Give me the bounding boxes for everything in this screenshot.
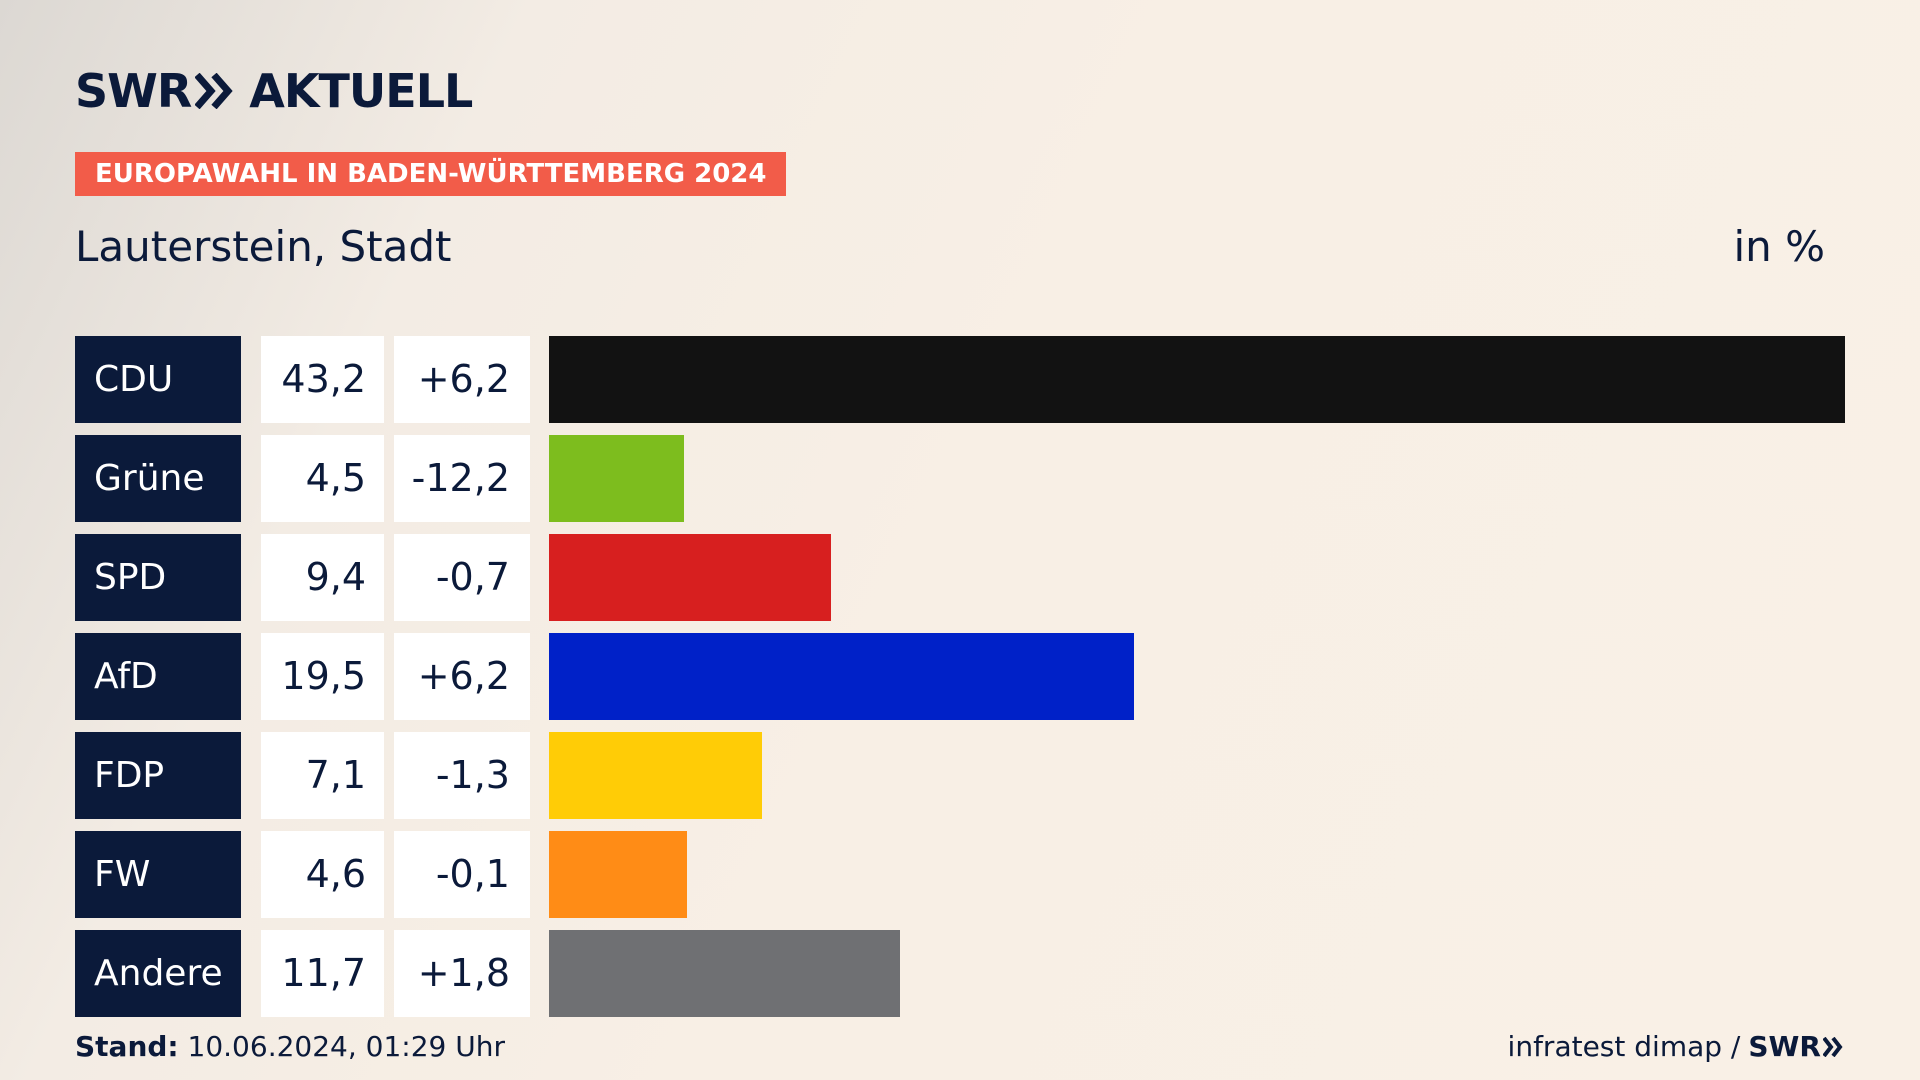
swr-aktuell-logo: SWR AKTUELL xyxy=(75,64,473,118)
stand-label: Stand: xyxy=(75,1030,179,1063)
result-bar xyxy=(549,336,1845,423)
logo-aktuell-text: AKTUELL xyxy=(249,64,473,118)
double-chevron-icon xyxy=(1823,1036,1843,1057)
logo-swr-text: SWR xyxy=(75,64,192,118)
vote-share-label: 4,6 xyxy=(261,831,384,918)
result-row: AfD 19,5 +6,2 xyxy=(75,633,1845,720)
result-row: SPD 9,4 -0,7 xyxy=(75,534,1845,621)
source-brand: SWR xyxy=(1748,1030,1821,1063)
result-row: FDP 7,1 -1,3 xyxy=(75,732,1845,819)
change-label: +6,2 xyxy=(394,336,530,423)
result-bar xyxy=(549,930,900,1017)
source-text: infratest dimap / xyxy=(1507,1030,1741,1063)
result-row: CDU 43,2 +6,2 xyxy=(75,336,1845,423)
vote-share-label: 19,5 xyxy=(261,633,384,720)
vote-share-label: 9,4 xyxy=(261,534,384,621)
change-label: -12,2 xyxy=(394,435,530,522)
party-label: Grüne xyxy=(75,435,241,522)
change-label: +6,2 xyxy=(394,633,530,720)
result-row: Andere 11,7 +1,8 xyxy=(75,930,1845,1017)
vote-share-label: 43,2 xyxy=(261,336,384,423)
double-chevron-icon xyxy=(195,73,233,109)
result-row: FW 4,6 -0,1 xyxy=(75,831,1845,918)
change-label: -0,1 xyxy=(394,831,530,918)
result-bar xyxy=(549,732,762,819)
change-label: -0,7 xyxy=(394,534,530,621)
change-label: +1,8 xyxy=(394,930,530,1017)
result-bar xyxy=(549,534,831,621)
party-label: SPD xyxy=(75,534,241,621)
stand-value: 10.06.2024, 01:29 Uhr xyxy=(187,1030,505,1063)
election-tag: EUROPAWAHL IN BADEN-WÜRTTEMBERG 2024 xyxy=(75,152,787,196)
timestamp: Stand: 10.06.2024, 01:29 Uhr xyxy=(75,1030,505,1063)
result-row: Grüne 4,5 -12,2 xyxy=(75,435,1845,522)
vote-share-label: 4,5 xyxy=(261,435,384,522)
party-label: FW xyxy=(75,831,241,918)
result-bar xyxy=(549,435,684,522)
vote-share-label: 7,1 xyxy=(261,732,384,819)
party-label: AfD xyxy=(75,633,241,720)
party-label: Andere xyxy=(75,930,241,1017)
unit-label: in % xyxy=(1733,222,1825,271)
party-label: FDP xyxy=(75,732,241,819)
vote-share-label: 11,7 xyxy=(261,930,384,1017)
party-label: CDU xyxy=(75,336,241,423)
result-bar xyxy=(549,633,1134,720)
location-title: Lauterstein, Stadt xyxy=(75,222,452,271)
result-bar xyxy=(549,831,687,918)
change-label: -1,3 xyxy=(394,732,530,819)
source-credit: infratest dimap / SWR xyxy=(1508,1030,1845,1063)
